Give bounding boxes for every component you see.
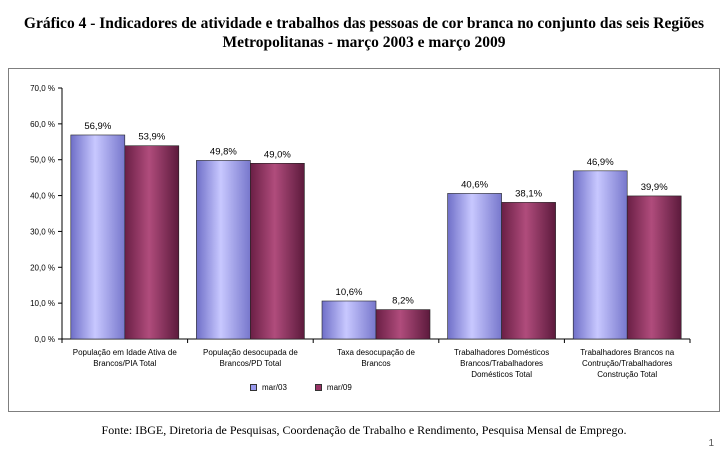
bar-mar09-3: [501, 202, 556, 340]
y-tick-label: 50,0 %: [30, 156, 55, 165]
category-label-4: Trabalhadores Brancos na Contrução/Trabal…: [565, 347, 689, 380]
data-label-mar03-4: 46,9%: [587, 157, 614, 168]
chart-frame: [8, 68, 720, 412]
y-tick-label: 10,0 %: [30, 299, 55, 308]
y-tick-label: 0,0 %: [35, 335, 55, 344]
bar-mar03-2: [321, 300, 377, 340]
y-tick-label: 40,0 %: [30, 192, 55, 201]
y-tick-label: 20,0 %: [30, 263, 55, 272]
bar-mar03-4: [572, 170, 628, 340]
data-label-mar09-1: 49,0%: [264, 149, 291, 160]
category-label-2: Taxa desocupação de Brancos: [314, 347, 438, 369]
bar-mar09-4: [626, 195, 682, 340]
y-tick-label: 60,0 %: [30, 120, 55, 129]
category-label-line: Contrução/Trabalhadores: [581, 359, 673, 368]
data-label-mar09-2: 8,2%: [392, 296, 414, 307]
data-label-mar09-0: 53,9%: [138, 132, 165, 143]
category-label-line: Taxa desocupação de: [337, 348, 415, 357]
category-label-1: População desocupada de Brancos/PD Total: [188, 347, 312, 369]
category-label-line: Brancos: [361, 359, 391, 368]
category-label-0: População em Idade Ativa de Brancos/PIA T…: [63, 347, 187, 369]
legend-item-mar09: mar/09: [314, 383, 352, 392]
y-tick-label: 30,0 %: [30, 227, 55, 236]
category-label-line: Domésticos Total: [471, 370, 532, 379]
legend-item-mar03: mar/03: [250, 383, 287, 392]
category-label-line: Brancos/PIA Total: [93, 359, 157, 368]
bar-mar09-2: [375, 309, 431, 340]
category-label-line: Trabalhadores Brancos na: [580, 348, 675, 357]
data-label-mar09-4: 39,9%: [641, 182, 668, 193]
legend-swatch-mar03: [250, 384, 257, 391]
bar-mar09-1: [250, 163, 305, 340]
chart-title-line-2: Metropolitanas - março 2003 e março 2009: [222, 34, 506, 51]
y-tick-label: 70,0 %: [30, 84, 55, 93]
data-label-mar03-3: 40,6%: [461, 179, 488, 190]
category-label-line: Brancos/Trabalhadores: [460, 359, 544, 368]
data-label-mar03-0: 56,9%: [84, 121, 111, 132]
page-number: 1: [708, 438, 714, 449]
legend-label-mar09: mar/09: [326, 383, 352, 392]
legend-swatch-mar09: [314, 384, 322, 391]
source-note: Fonte: IBGE, Diretoria de Pesquisas, Coo…: [101, 423, 627, 437]
bar-mar03-3: [447, 193, 502, 340]
category-label-line: População desocupada de: [203, 348, 298, 357]
bar-mar09-0: [124, 145, 180, 340]
bar-mar03-0: [70, 134, 126, 340]
data-label-mar03-1: 49,8%: [210, 146, 237, 157]
category-label-line: Trabalhadores Domésticos: [453, 348, 550, 357]
category-label-line: Construção Total: [597, 370, 658, 379]
chart-title: Gráfico 4 - Indicadores de atividade e t…: [0, 14, 728, 52]
category-label-3: Trabalhadores Domésticos Brancos/Trabalha…: [440, 347, 564, 380]
category-label-line: Brancos/PD Total: [219, 359, 282, 368]
bar-mar03-1: [196, 160, 251, 340]
data-label-mar03-2: 10,6%: [336, 287, 363, 298]
data-label-mar09-3: 38,1%: [515, 188, 542, 199]
chart-title-line-1: Gráfico 4 - Indicadores de atividade e t…: [23, 15, 705, 32]
legend: mar/03 mar/09: [250, 383, 352, 392]
category-label-line: População em Idade Ativa de: [72, 348, 177, 357]
legend-label-mar03: mar/03: [262, 383, 287, 392]
